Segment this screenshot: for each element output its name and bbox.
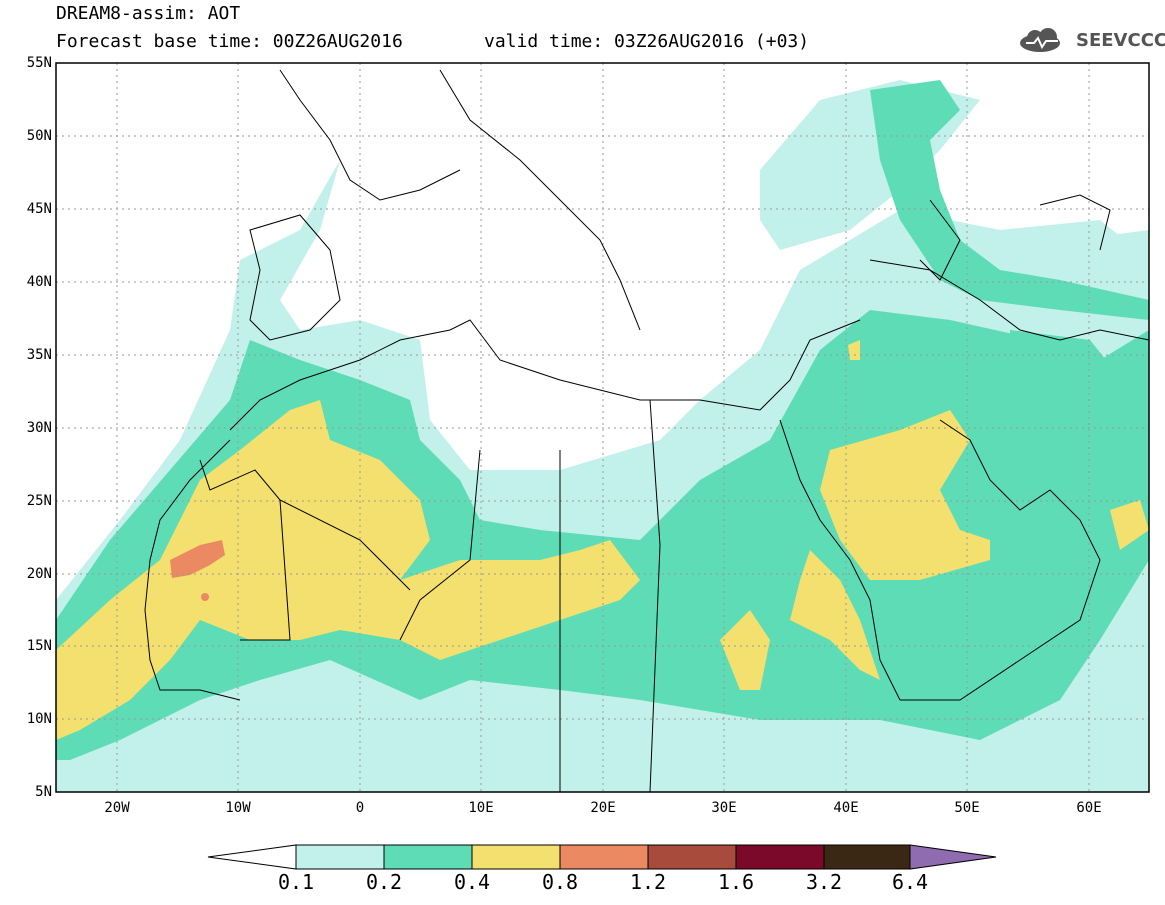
lat-label: 30N <box>26 420 52 436</box>
lon-label: 0 <box>355 800 365 816</box>
aot-band-0.8 <box>170 540 225 578</box>
lat-label: 25N <box>26 493 52 509</box>
aot-band-0.4-iraq <box>848 340 860 360</box>
aot-band-0.4-arabia <box>820 410 990 580</box>
lat-label: 20N <box>26 566 52 582</box>
aot-band-0.4 <box>56 400 640 740</box>
lon-label: 10W <box>225 800 251 816</box>
lat-label: 40N <box>26 274 52 290</box>
aot-band-0.4-redsea <box>790 550 880 680</box>
lat-label: 50N <box>26 128 52 144</box>
forecast-base-time: Forecast base time: 00Z26AUG2016 <box>56 31 403 52</box>
colorbar-label: 3.2 <box>805 870 843 894</box>
aot-band-0.4-sudan <box>720 610 770 690</box>
coastlines <box>144 69 1149 792</box>
lat-label: 5N <box>35 784 52 800</box>
cloud-icon <box>1020 28 1060 52</box>
colorbar-label: 1.6 <box>717 870 755 894</box>
colorbar-box-1.6 <box>735 844 825 870</box>
map-frame <box>55 62 1150 793</box>
colorbar-label: 6.4 <box>891 870 929 894</box>
colorbar-box-0.4 <box>471 844 561 870</box>
lat-label: 10N <box>26 711 52 727</box>
lon-label: 20E <box>590 800 616 816</box>
colorbar-label: 0.1 <box>277 870 315 894</box>
colorbar-label: 1.2 <box>629 870 667 894</box>
colorbar-label: 0.8 <box>541 870 579 894</box>
lon-label: 40E <box>833 800 859 816</box>
colorbar-box-0.8 <box>559 844 649 870</box>
aot-band-0.2 <box>56 310 1149 760</box>
logo-text: SEEVCCC <box>1076 30 1165 51</box>
lon-label: 30E <box>711 800 737 816</box>
colorbar <box>207 844 997 870</box>
colorbar-box-1.2 <box>647 844 737 870</box>
colorbar-label: 0.4 <box>453 870 491 894</box>
model-title: DREAM8-assim: AOT <box>56 3 241 24</box>
lon-label: 60E <box>1076 800 1102 816</box>
colorbar-label: 0.2 <box>365 870 403 894</box>
colorbar-box-0.2 <box>383 844 473 870</box>
graticule <box>56 63 1149 792</box>
lon-label: 10E <box>468 800 494 816</box>
colorbar-under-arrow <box>207 844 297 870</box>
aot-band-0.4-persiangulf <box>1110 500 1149 550</box>
lat-label: 35N <box>26 347 52 363</box>
aot-band-0.2-caucasus <box>870 80 1149 320</box>
lat-label: 55N <box>26 55 52 71</box>
colorbar-box-0.1 <box>295 844 385 870</box>
colorbar-box-3.2 <box>823 844 911 870</box>
aot-band-0.8-spot <box>201 593 209 601</box>
colorbar-over-arrow <box>909 844 997 870</box>
lat-label: 15N <box>26 638 52 654</box>
lon-label: 50E <box>954 800 980 816</box>
seevccc-logo: SEEVCCC <box>1018 28 1165 54</box>
valid-time: valid time: 03Z26AUG2016 (+03) <box>484 31 810 52</box>
lon-label: 20W <box>104 800 130 816</box>
lat-label: 45N <box>26 201 52 217</box>
